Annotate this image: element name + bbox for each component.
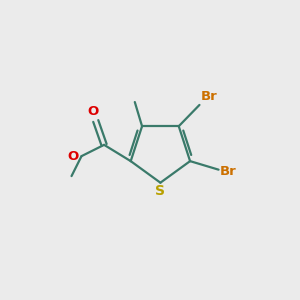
Text: S: S — [155, 184, 165, 198]
Text: Br: Br — [201, 90, 218, 104]
Text: Br: Br — [220, 165, 237, 178]
Text: O: O — [67, 150, 79, 163]
Text: O: O — [88, 105, 99, 118]
